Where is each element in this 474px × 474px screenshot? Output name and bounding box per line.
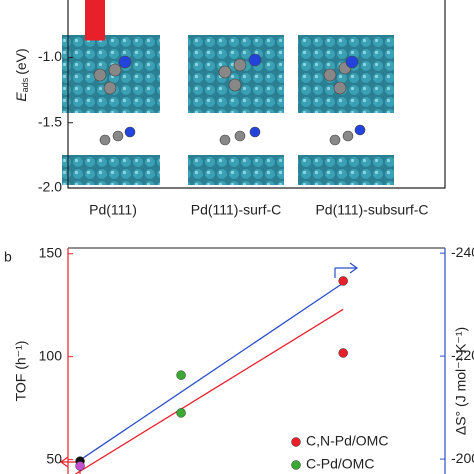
point <box>338 276 348 286</box>
legend-marker <box>291 437 301 447</box>
y-tick-label: -1.5 <box>38 113 62 129</box>
x-tick-label: Pd(111) <box>89 202 137 218</box>
panel-label: b <box>4 249 12 265</box>
point <box>176 370 186 380</box>
y2-tick-label: -220 <box>451 347 474 363</box>
x-tick-label: Pd(111)-subsurf-C <box>315 202 428 218</box>
structure-image <box>62 155 160 185</box>
fit-line <box>79 282 344 461</box>
structure-image <box>188 155 284 185</box>
legend-label: C-Pd/OMC <box>306 456 374 472</box>
legend-marker <box>291 460 301 470</box>
y2-tick-label: -240 <box>451 244 474 260</box>
x-tick-label: Pd(111)-surf-C <box>191 202 282 218</box>
y-label-sub: ads <box>20 77 30 92</box>
point <box>176 408 186 418</box>
legend-label: C,N-Pd/OMC <box>306 433 388 449</box>
axis-frame <box>67 0 446 189</box>
y-label-unit: (eV) <box>13 48 29 74</box>
structure-images <box>62 35 394 185</box>
y-axis-label: Eads (eV) <box>13 48 31 101</box>
molecule <box>93 53 366 146</box>
y-label-main: E <box>13 92 29 102</box>
y2-tick-label: -200 <box>451 450 474 466</box>
y-tick-label: 50 <box>46 450 62 466</box>
y-tick-label: 100 <box>39 347 63 363</box>
y-axis-label: TOF (h⁻¹) <box>13 341 29 402</box>
y-tick-label: -2.0 <box>38 179 62 195</box>
structure-image <box>188 35 284 113</box>
structure-image <box>298 155 394 185</box>
point <box>75 461 85 471</box>
axis-arrow <box>334 262 359 278</box>
y2-axis-label: ΔS° (J mol⁻¹ K⁻¹) <box>453 327 469 435</box>
point <box>338 348 348 358</box>
fit-line <box>75 308 344 474</box>
bar <box>85 0 105 41</box>
y-tick-label: -1.0 <box>38 48 62 64</box>
y-tick-label: 150 <box>39 244 63 260</box>
